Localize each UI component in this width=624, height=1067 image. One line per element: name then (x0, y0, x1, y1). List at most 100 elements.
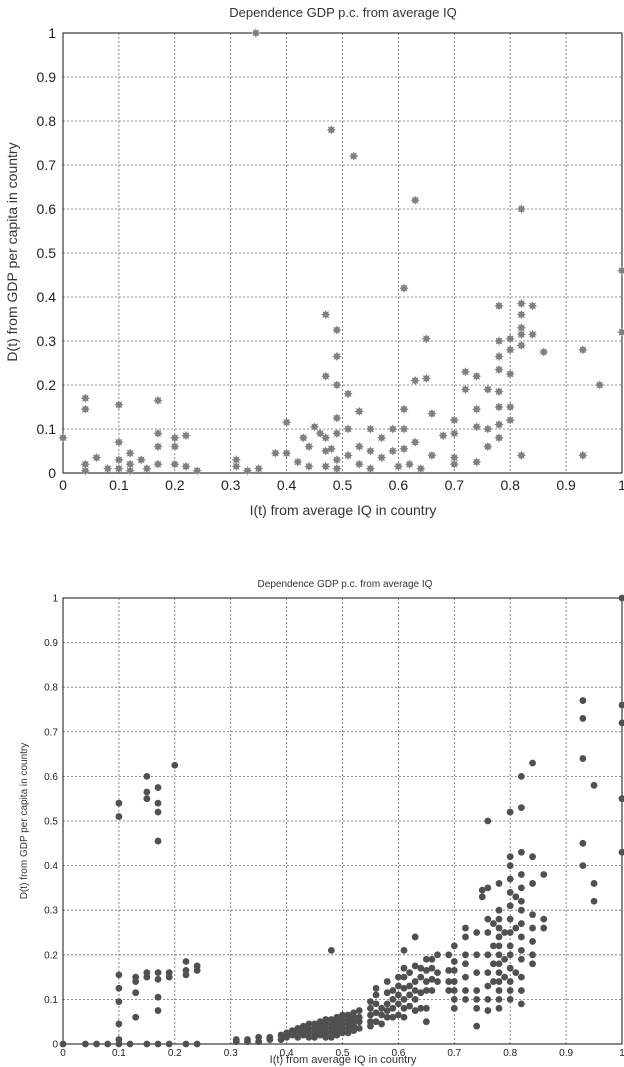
y-ticks: 0 0.1 0.2 0.3 0.4 0.5 0.6 0.7 0.8 0.9 1 (44, 594, 58, 1051)
data-point (484, 884, 492, 892)
data-point (505, 402, 515, 412)
data-point (399, 404, 409, 414)
x-tick-label: 1 (619, 1048, 624, 1059)
data-point (411, 962, 419, 970)
data-point (494, 387, 504, 397)
data-point (445, 987, 453, 994)
data-point (153, 395, 163, 405)
data-point (529, 951, 536, 959)
data-point (378, 1020, 386, 1028)
data-point (445, 967, 453, 974)
data-point (344, 1029, 352, 1037)
data-point (473, 1004, 481, 1012)
data-point (506, 996, 514, 1003)
data-point (411, 1007, 419, 1014)
data-point (517, 848, 525, 856)
data-point (182, 1040, 190, 1048)
data-point (483, 384, 493, 394)
data-point (617, 327, 624, 337)
data-point (143, 773, 151, 780)
data-point (422, 1004, 430, 1012)
data-point (410, 376, 420, 386)
data-point (154, 1040, 162, 1048)
data-point (406, 991, 413, 999)
data-point (484, 996, 492, 1003)
data-point (484, 817, 492, 825)
y-tick-label: 0.6 (37, 201, 57, 217)
y-tick-label: 0.4 (37, 289, 57, 305)
data-point (270, 448, 281, 458)
data-point (411, 996, 419, 1003)
data-point (115, 799, 123, 807)
x-tick-label: 0.4 (280, 1048, 294, 1059)
y-tick-label: 0.8 (37, 113, 57, 129)
data-point (126, 1040, 134, 1048)
data-point (417, 973, 425, 981)
data-point (517, 920, 525, 927)
data-point (506, 929, 514, 936)
data-point (484, 969, 492, 977)
data-point (506, 951, 514, 959)
data-point (527, 329, 538, 339)
data-point (388, 424, 398, 434)
data-point (343, 450, 353, 460)
data-point (427, 409, 437, 419)
data-point (473, 987, 481, 994)
data-point (321, 433, 331, 443)
data-point (365, 424, 376, 434)
data-point (321, 371, 331, 381)
data-point (399, 424, 409, 434)
data-point (495, 1004, 503, 1012)
data-point (354, 406, 364, 416)
data-point (343, 389, 353, 399)
data-point (298, 433, 308, 443)
data-point (355, 1018, 363, 1026)
data-point (478, 886, 486, 894)
data-point (372, 991, 380, 999)
data-point (428, 975, 436, 983)
data-point (170, 442, 180, 452)
data-point (495, 906, 503, 914)
data-point (501, 955, 509, 963)
data-point (321, 310, 331, 320)
data-point (315, 428, 325, 438)
data-point (311, 1033, 318, 1041)
y-ticks: 0 0.1 0.2 0.3 0.4 0.5 0.6 0.7 0.8 0.9 1 (37, 25, 57, 481)
data-point (427, 450, 437, 460)
data-point (395, 973, 402, 981)
data-point (422, 978, 430, 985)
data-point (494, 351, 504, 361)
data-point (115, 1036, 123, 1043)
data-point (383, 978, 391, 985)
data-point (617, 266, 624, 276)
data-point (618, 719, 624, 727)
data-point (495, 933, 503, 941)
data-point (505, 334, 515, 344)
grid-lines (62, 32, 623, 474)
data-point (501, 929, 509, 936)
data-point (462, 996, 469, 1003)
data-point (506, 964, 514, 972)
data-point (529, 911, 536, 919)
data-point (165, 973, 173, 981)
data-point (383, 1000, 391, 1008)
data-point (326, 444, 336, 454)
data-point (618, 795, 624, 803)
data-point (512, 924, 520, 932)
data-point (153, 428, 163, 438)
data-point (399, 283, 409, 293)
data-point (529, 759, 536, 767)
data-point (332, 380, 342, 390)
data-point (449, 428, 459, 438)
x-ticks: 0 0.1 0.2 0.3 0.4 0.5 0.6 0.7 0.8 0.9 1 (59, 477, 624, 493)
data-point (321, 461, 331, 471)
data-point (506, 862, 514, 869)
y-tick-label: 0.6 (44, 772, 58, 783)
data-point (494, 336, 504, 346)
data-point (389, 1004, 397, 1012)
data-point (400, 996, 408, 1003)
data-point (517, 804, 525, 812)
data-point (114, 437, 124, 447)
x-tick-label: 0 (60, 1048, 66, 1059)
data-point (450, 978, 458, 985)
